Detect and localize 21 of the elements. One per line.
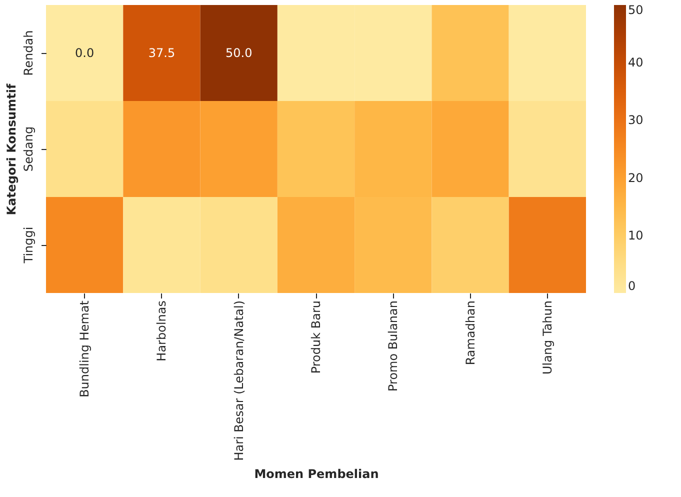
x-tick-label: Ramadhan xyxy=(463,300,478,366)
color-bar-label: 20 xyxy=(628,170,644,185)
data-label: 37.5 xyxy=(148,46,176,60)
x-axis-title: Momen Pembelian xyxy=(254,466,379,481)
x-tick-label: Produk Baru xyxy=(309,300,323,374)
data-label: 0.0 xyxy=(75,46,94,60)
y-tick-label: Rendah xyxy=(22,30,36,76)
data-label: 50.0 xyxy=(226,46,252,60)
color-bar-label: 0 xyxy=(628,279,636,293)
x-tick-label: Ulang Tahun xyxy=(540,300,554,375)
y-tick-label: Tinggi xyxy=(22,226,36,264)
x-tick-label: Bundling Hemat xyxy=(78,300,92,398)
y-axis-title: Kategori Konsumtif xyxy=(4,83,18,216)
color-bar-label: 50 xyxy=(628,3,644,17)
color-bar-label: 10 xyxy=(628,228,644,242)
x-tick-label: Harbolnas xyxy=(154,300,169,362)
y-tick-label: Sedang xyxy=(22,126,36,172)
x-tick-label: Hari Besar (Lebaran/Natal) xyxy=(232,300,246,461)
color-bar-label: 30 xyxy=(628,113,644,128)
color-bar-label: 40 xyxy=(628,56,644,70)
x-tick-label: Promo Bulanan xyxy=(386,300,400,392)
